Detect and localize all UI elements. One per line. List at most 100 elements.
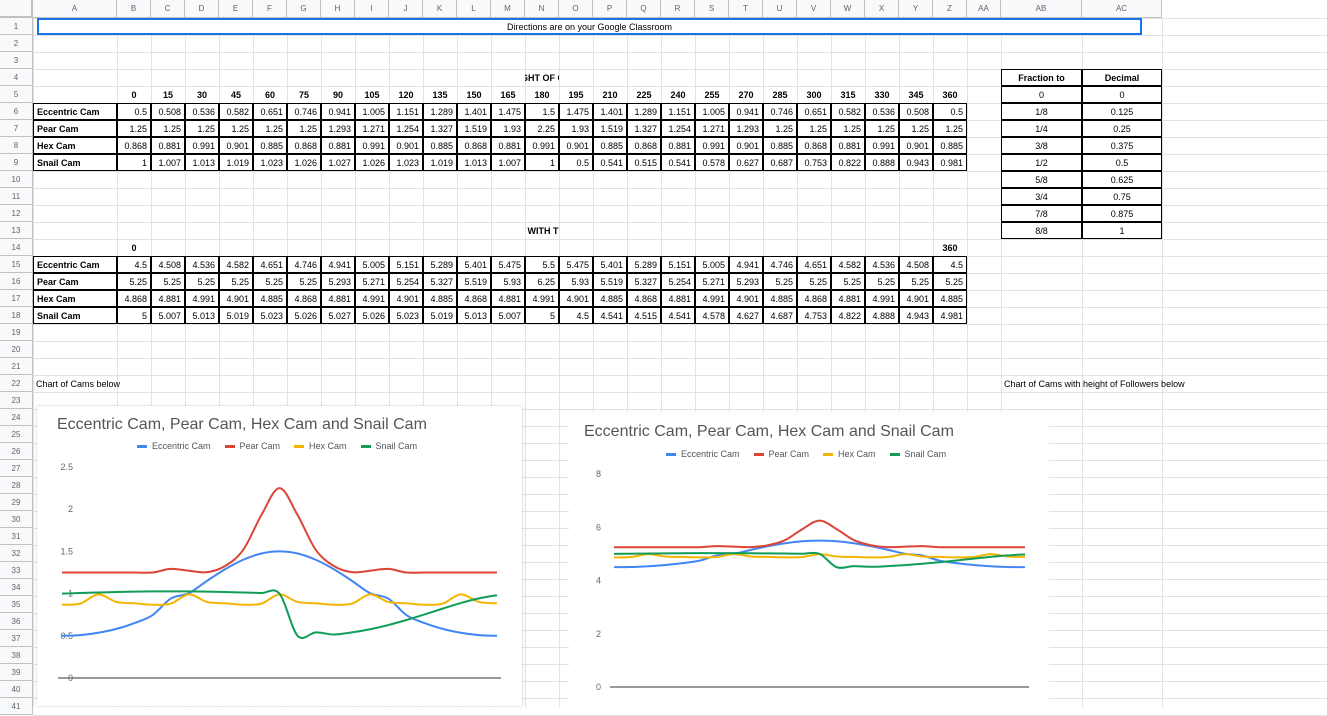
table-cell[interactable]: 5.013 [457,307,491,324]
table-cell[interactable]: 4.868 [117,290,151,307]
angle-header[interactable]: 90 [332,89,343,100]
decimal-cell[interactable]: 0.75 [1082,188,1162,205]
table-cell[interactable]: 5.401 [457,256,491,273]
chart-legend[interactable]: Eccentric Cam Pear Cam Hex Cam Snail Cam [666,449,946,459]
row-label[interactable]: Pear Cam [33,273,117,290]
table-cell[interactable]: 0.901 [219,137,253,154]
table-cell[interactable]: 5.151 [661,256,695,273]
decimal-cell[interactable]: 0.5 [1082,154,1162,171]
angle-header[interactable]: 0 [131,89,137,100]
decimal-cell[interactable]: 1 [1082,222,1162,239]
column-header[interactable]: M [491,0,525,18]
column-header[interactable]: AB [1001,0,1082,18]
row-header[interactable]: 6 [0,103,33,120]
angle-header[interactable]: 360 [942,89,958,100]
table-cell[interactable]: 1.25 [763,120,797,137]
table-cell[interactable]: 5.93 [491,273,525,290]
table-cell[interactable]: 0.508 [151,103,185,120]
row-header[interactable]: 1 [0,18,33,35]
column-header[interactable]: Z [933,0,967,18]
table-cell[interactable]: 4.943 [899,307,933,324]
table-cell[interactable]: 0.901 [389,137,423,154]
legend-item[interactable]: Hex Cam [823,449,876,459]
row-header[interactable]: 30 [0,511,33,528]
table-cell[interactable]: 4.991 [355,290,389,307]
table-cell[interactable]: 4.901 [389,290,423,307]
table-cell[interactable]: 5.25 [831,273,865,290]
decimal-cell[interactable]: 0.875 [1082,205,1162,222]
table-cell[interactable]: 1.25 [253,120,287,137]
series-line-eccentric-cam[interactable] [61,550,498,637]
table-cell[interactable]: 1.25 [865,120,899,137]
table-cell[interactable]: 0.627 [729,154,763,171]
row-header[interactable]: 35 [0,596,33,613]
table-cell[interactable]: 4.578 [695,307,729,324]
table-cell[interactable]: 5.25 [899,273,933,290]
legend-item[interactable]: Snail Cam [360,441,417,451]
legend-item[interactable]: Hex Cam [294,441,347,451]
table-cell[interactable]: 5.007 [491,307,525,324]
table-cell[interactable]: 1.005 [695,103,729,120]
table-cell[interactable]: 5 [525,307,559,324]
table-cell[interactable]: 0.991 [185,137,219,154]
table-cell[interactable]: 0.881 [151,137,185,154]
row-label[interactable]: Eccentric Cam [33,256,117,273]
table-cell[interactable]: 5.93 [559,273,593,290]
table-cell[interactable]: 5.289 [423,256,457,273]
table-cell[interactable]: 0.578 [695,154,729,171]
table-cell[interactable]: 0.746 [763,103,797,120]
table-cell[interactable]: 4.746 [287,256,321,273]
table-cell[interactable]: 0.536 [865,103,899,120]
table-cell[interactable]: 5.023 [253,307,287,324]
table-cell[interactable]: 1.019 [219,154,253,171]
table-cell[interactable]: 0.881 [321,137,355,154]
row-header[interactable]: 13 [0,222,33,239]
table-cell[interactable]: 0.687 [763,154,797,171]
table-cell[interactable]: 1.519 [457,120,491,137]
table-cell[interactable]: 0.881 [661,137,695,154]
table-cell[interactable]: 4.508 [899,256,933,273]
table-cell[interactable]: 5.254 [661,273,695,290]
row-header[interactable]: 9 [0,154,33,171]
column-header[interactable]: X [865,0,899,18]
row-header[interactable]: 32 [0,545,33,562]
angle-header[interactable]: 180 [534,89,550,100]
table-cell[interactable]: 5.401 [593,256,627,273]
fraction-cell[interactable]: 0 [1001,86,1082,103]
table-cell[interactable]: 4.582 [219,256,253,273]
table-cell[interactable]: 5.327 [627,273,661,290]
table-cell[interactable]: 0.888 [865,154,899,171]
row-header[interactable]: 31 [0,528,33,545]
table-cell[interactable]: 4.536 [865,256,899,273]
table-cell[interactable]: 4.651 [253,256,287,273]
line-chart[interactable]: Eccentric Cam, Pear Cam, Hex Cam and Sna… [569,412,1049,707]
table-cell[interactable]: 4.627 [729,307,763,324]
table-cell[interactable]: 1.5 [525,103,559,120]
row-header[interactable]: 33 [0,562,33,579]
table-cell[interactable]: 4.981 [933,307,967,324]
decimal-cell[interactable]: 0 [1082,86,1162,103]
table-cell[interactable]: 1.401 [457,103,491,120]
row-header[interactable]: 20 [0,341,33,358]
table-cell[interactable]: 5.151 [389,256,423,273]
table-cell[interactable]: 4.868 [457,290,491,307]
column-header[interactable]: L [457,0,491,18]
table-cell[interactable]: 1.289 [423,103,457,120]
angle-header[interactable]: 195 [568,89,584,100]
note-right[interactable]: Chart of Cams with height of Followers b… [1004,378,1185,389]
series-line-snail-cam[interactable] [613,551,1026,569]
table-title[interactable]: HEIGHT OF CAM WITH THE FOLLOWERS [525,225,559,236]
table-cell[interactable]: 5.25 [219,273,253,290]
table-cell[interactable]: 0.901 [899,137,933,154]
table-cell[interactable]: 0.508 [899,103,933,120]
series-line-hex-cam[interactable] [61,593,498,606]
table-cell[interactable]: 4.901 [219,290,253,307]
column-header[interactable]: N [525,0,559,18]
row-header[interactable]: 5 [0,86,33,103]
fraction-cell[interactable]: 8/8 [1001,222,1082,239]
table-cell[interactable]: 5.005 [355,256,389,273]
table-cell[interactable]: 4.881 [151,290,185,307]
angle-header[interactable]: 285 [772,89,788,100]
table-cell[interactable]: 5.007 [151,307,185,324]
row-header[interactable]: 2 [0,35,33,52]
